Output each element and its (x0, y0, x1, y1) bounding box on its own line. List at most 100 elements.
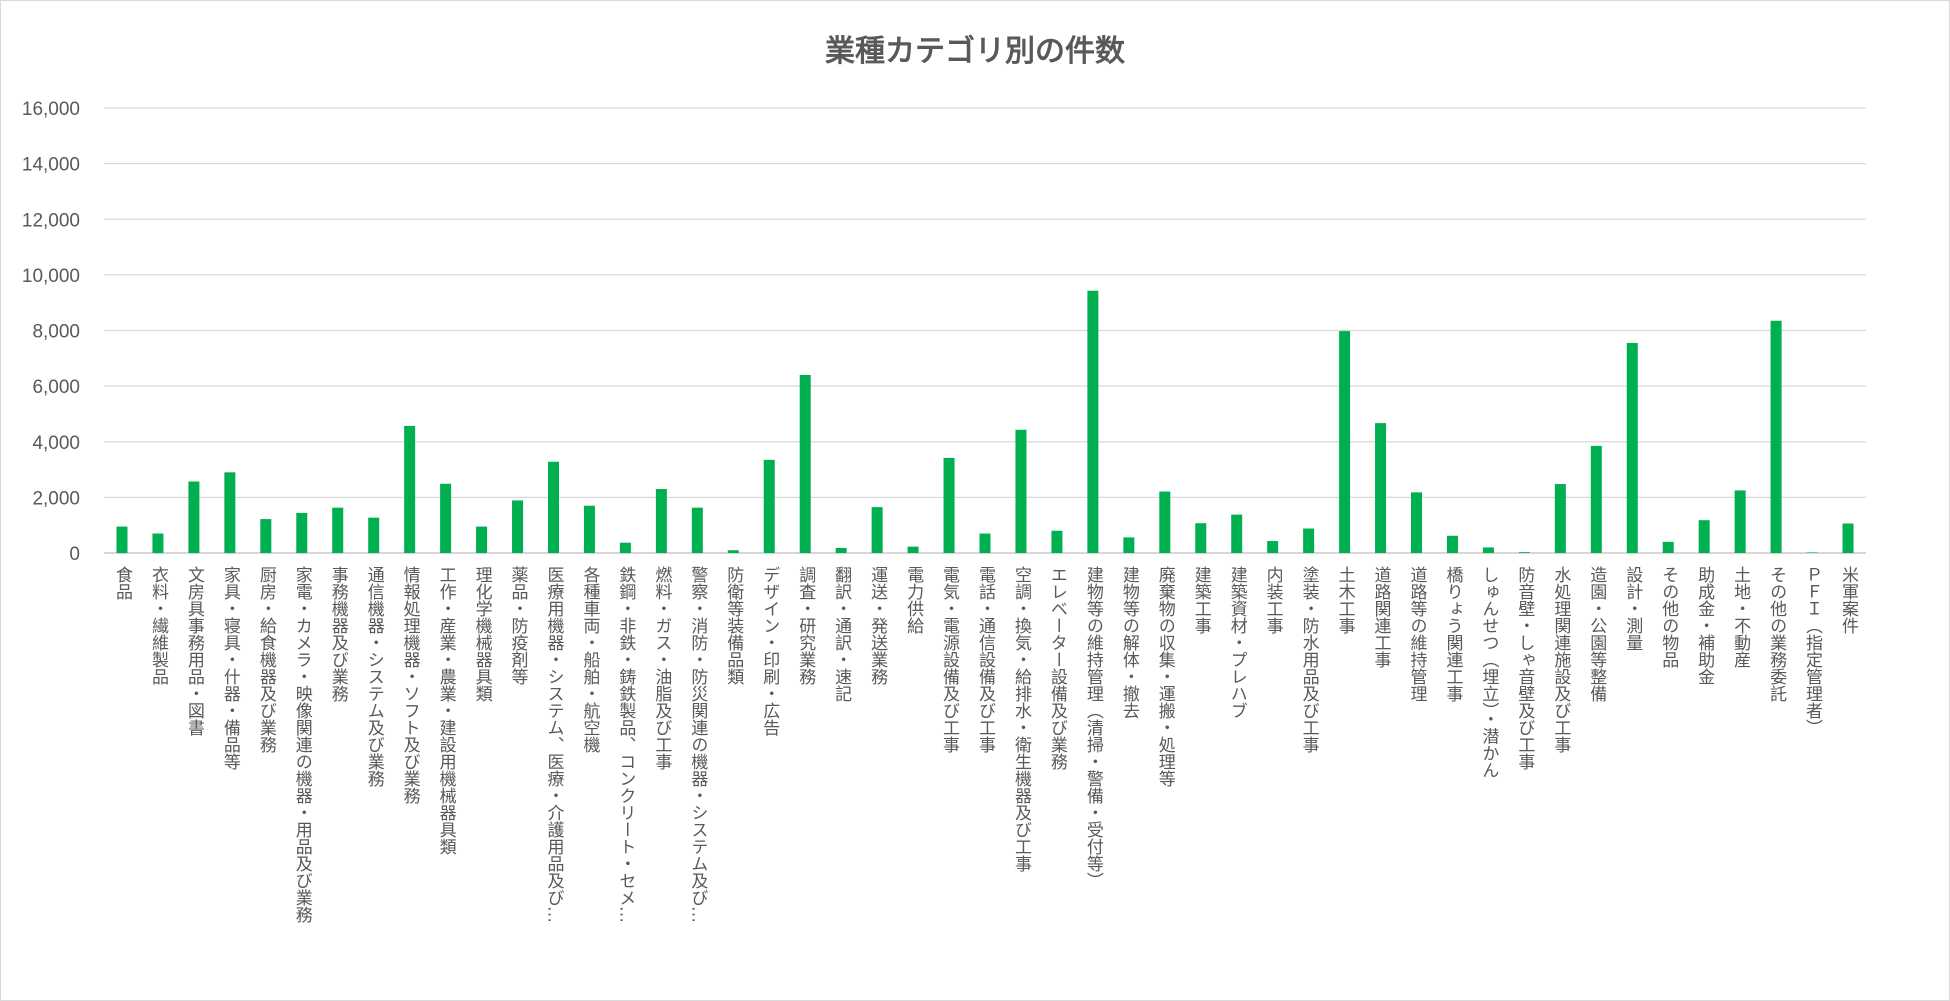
x-axis: 食品 衣料・繊維製品 文房具事務用品・図書 家具・寝具・什器・備品等 厨房・給食機器及び… (112, 565, 1859, 924)
x-tick-label: 事務機器及び業務 (328, 566, 349, 703)
x-tick-label: 通信機器・システム及び業務 (364, 566, 385, 788)
x-tick-label: 塗装・防水用品及び工事 (1299, 565, 1320, 753)
x-tick-label: 水処理関連施設及び工事 (1550, 566, 1571, 753)
y-tick-label: 6,000 (32, 377, 80, 398)
x-tick-label: 鉄鋼・非鉄・鋳鉄製品、コンクリート・セメ… (615, 566, 636, 923)
x-tick-label: 情報処理機器・ソフト及び業務 (400, 566, 421, 805)
bar (655, 489, 667, 553)
x-tick-label: 燃料・ガス・油脂及び工事 (651, 566, 672, 770)
bar (1015, 429, 1027, 553)
bar (1554, 484, 1566, 553)
bar (691, 507, 703, 553)
y-tick-label: 16,000 (22, 99, 80, 120)
x-tick-label: 文房具事務用品・図書 (184, 566, 205, 736)
bar (1842, 523, 1854, 553)
bar (440, 483, 452, 553)
x-tick-label: 警察・消防・防災関連の機器・システム及び… (687, 566, 708, 923)
y-tick-label: 4,000 (32, 433, 80, 454)
bar (619, 542, 631, 553)
bar (907, 546, 919, 553)
bar (476, 526, 488, 553)
y-axis: 0 2,000 4,000 6,000 8,000 10,000 12,000 14,000 1… (22, 99, 80, 565)
bar (188, 481, 200, 553)
y-tick-label: 2,000 (32, 488, 80, 509)
x-tick-label: 建物等の解体・撤去 (1119, 566, 1140, 719)
bar (1662, 541, 1674, 553)
x-tick-label: その他の物品 (1658, 566, 1679, 668)
bar (727, 550, 739, 553)
bar (1087, 290, 1099, 553)
bar (1446, 535, 1458, 553)
x-tick-label: エレベーター設備及び業務 (1047, 566, 1068, 771)
chart-title: 業種カテゴリ別の件数 (825, 34, 1125, 69)
bar (835, 547, 847, 553)
x-tick-label: 防衛等装備品類 (723, 566, 744, 685)
bar (1770, 320, 1782, 553)
bar (547, 461, 559, 553)
bars (116, 290, 1854, 553)
x-tick-label: 橋りょう関連工事 (1442, 566, 1463, 702)
bar (1123, 537, 1135, 553)
bar (763, 459, 775, 553)
x-tick-label: デザイン・印刷・広告 (759, 566, 780, 736)
bar (799, 375, 811, 553)
x-tick-label: 医療用機器・システム、医療・介護用品及び… (543, 566, 564, 923)
bar (260, 519, 272, 553)
bar (1626, 343, 1638, 553)
y-tick-label: 14,000 (22, 155, 80, 176)
y-tick-label: 0 (69, 544, 80, 565)
x-tick-label: 建築資材・プレハブ (1227, 566, 1248, 719)
y-tick-label: 8,000 (32, 322, 80, 343)
bar (943, 457, 955, 553)
x-tick-label: その他の業務委託 (1766, 566, 1787, 702)
x-tick-label: 道路等の維持管理 (1407, 566, 1428, 702)
x-tick-label: 助成金・補助金 (1694, 566, 1715, 685)
bar (152, 533, 164, 553)
x-tick-label: 土地・不動産 (1730, 566, 1751, 668)
x-tick-label: 防音壁・しゃ音壁及び工事 (1514, 566, 1535, 770)
bar (583, 505, 595, 553)
bar (1051, 530, 1063, 553)
x-tick-label: 米軍案件 (1838, 566, 1859, 634)
bar (979, 533, 991, 553)
x-tick-label: ＰＦＩ（指定管理者） (1802, 566, 1823, 736)
bar (1375, 423, 1387, 553)
bar (1806, 552, 1818, 553)
x-tick-label: 各種車両・船舶・航空機 (579, 566, 600, 754)
bar (1231, 514, 1243, 553)
bar (1159, 491, 1171, 553)
gridlines (104, 107, 1866, 554)
x-tick-label: 厨房・給食機器及び業務 (256, 566, 277, 754)
x-tick-label: 衣料・繊維製品 (148, 566, 169, 685)
x-tick-label: 翻訳・通訳・速記 (831, 566, 852, 702)
bar (512, 500, 524, 553)
bar (1734, 490, 1746, 553)
bar (1698, 520, 1710, 553)
x-tick-label: 内装工事 (1263, 566, 1284, 634)
x-tick-label: 道路関連工事 (1371, 566, 1392, 668)
bar (332, 507, 344, 553)
bar (1195, 523, 1207, 553)
bar (1590, 445, 1602, 553)
bar (1518, 552, 1530, 553)
bar (1267, 541, 1279, 553)
bar (404, 425, 416, 553)
bar (1303, 528, 1315, 553)
bar (116, 526, 128, 553)
x-tick-label: 電話・通信設備及び工事 (975, 566, 996, 753)
y-tick-label: 10,000 (22, 266, 80, 287)
x-tick-label: 土木工事 (1335, 566, 1356, 634)
x-tick-label: 設計・測量 (1622, 566, 1643, 651)
y-tick-label: 12,000 (22, 210, 80, 231)
x-tick-label: 造園・公園等整備 (1586, 566, 1607, 703)
x-tick-label: 電気・電源設備及び工事 (939, 566, 960, 753)
x-tick-label: 家具・寝具・什器・備品等 (220, 566, 241, 770)
x-tick-label: しゅんせつ（埋立）・潜かん (1478, 566, 1499, 779)
bar (871, 507, 883, 553)
x-tick-label: 建築工事 (1191, 566, 1212, 634)
x-tick-label: 空調・換気・給排水・衛生機器及び工事 (1011, 566, 1032, 872)
x-tick-label: 運送・発送業務 (867, 566, 888, 686)
bar (1339, 331, 1351, 553)
